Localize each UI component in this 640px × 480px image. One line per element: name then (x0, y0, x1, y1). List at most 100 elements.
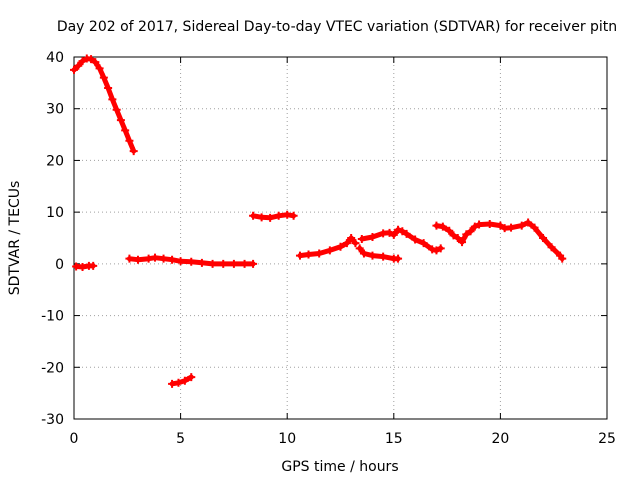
y-tick-label: 0 (55, 257, 64, 273)
data-point (180, 376, 189, 385)
data-point (453, 234, 462, 242)
data-point (394, 254, 403, 263)
data-point (95, 64, 104, 73)
data-point (379, 252, 388, 261)
data-point (419, 239, 428, 248)
data-point (197, 258, 206, 267)
data-point (432, 221, 441, 230)
series-seg8 (359, 227, 444, 253)
data-point (187, 373, 196, 382)
y-tick-label: 30 (46, 102, 64, 118)
data-point (449, 231, 458, 240)
data-point (351, 239, 360, 248)
data-point (257, 213, 266, 222)
data-point (517, 221, 526, 230)
data-point (249, 259, 258, 268)
data-point (558, 254, 567, 263)
data-point (336, 242, 345, 251)
chart-title: Day 202 of 2017, Sidereal Day-to-day VTE… (57, 19, 617, 35)
data-point (121, 126, 130, 135)
data-point (74, 61, 83, 70)
data-point (78, 57, 87, 66)
data-point (462, 230, 471, 239)
data-series (70, 54, 567, 388)
data-point (168, 255, 177, 264)
x-tick-label: 20 (491, 431, 509, 447)
y-tick-label: 20 (46, 153, 64, 169)
data-point (151, 253, 160, 262)
data-point (475, 220, 484, 229)
data-point (116, 116, 125, 125)
x-tick-label: 0 (70, 431, 79, 447)
data-point (389, 230, 398, 239)
y-axis-ticks: -30 -20 -10 0 10 20 30 40 (41, 50, 607, 428)
data-point (112, 105, 121, 114)
y-tick-label: 10 (46, 205, 64, 221)
data-point (359, 249, 368, 258)
x-tick-label: 5 (176, 431, 185, 447)
y-tick-label: 40 (46, 50, 64, 66)
data-point (129, 147, 138, 156)
data-point (355, 244, 364, 253)
x-axis-ticks: 0 5 10 15 20 25 (70, 57, 616, 447)
data-point (125, 136, 134, 145)
data-point (428, 245, 437, 254)
data-point (289, 211, 298, 220)
data-point (524, 218, 533, 227)
data-point (436, 244, 445, 253)
data-point (240, 259, 249, 268)
data-point (530, 223, 539, 232)
data-point (547, 243, 556, 252)
data-point (133, 255, 142, 264)
data-point (274, 211, 283, 220)
data-point (432, 246, 441, 255)
data-point (385, 228, 394, 237)
data-point (485, 220, 494, 229)
x-tick-label: 10 (278, 431, 296, 447)
data-point (91, 58, 100, 67)
data-point (266, 213, 275, 222)
data-point (325, 246, 334, 255)
data-point (168, 379, 177, 388)
data-point (89, 261, 98, 270)
y-tick-label: -30 (41, 412, 64, 428)
data-point (125, 254, 134, 263)
data-point (219, 259, 228, 268)
data-point (315, 249, 324, 258)
plot-frame (73, 56, 608, 420)
data-point (458, 238, 467, 247)
data-point (283, 210, 292, 219)
data-point (144, 254, 153, 263)
grid-lines (74, 57, 607, 419)
data-point (398, 227, 407, 236)
data-point (357, 235, 366, 244)
data-point (347, 234, 356, 242)
y-tick-label: -20 (41, 360, 64, 376)
data-point (438, 222, 447, 231)
data-point (445, 226, 454, 235)
data-point (295, 251, 304, 260)
data-point (249, 211, 258, 220)
series-seg1 (71, 56, 137, 154)
data-point (368, 232, 377, 241)
data-point (187, 257, 196, 266)
data-point (229, 259, 238, 268)
data-point (411, 235, 420, 244)
data-point (394, 225, 403, 234)
data-point (466, 227, 475, 236)
data-point (87, 55, 96, 64)
data-point (174, 378, 183, 387)
data-point (496, 221, 505, 230)
data-point (402, 229, 411, 238)
y-axis-label: SDTVAR / TECUs (7, 181, 23, 296)
x-axis-label: GPS time / hours (281, 459, 398, 475)
data-point (159, 254, 168, 263)
data-point (99, 73, 108, 82)
data-point (507, 223, 516, 232)
x-tick-label: 25 (598, 431, 616, 447)
data-point (70, 65, 78, 74)
data-point (108, 95, 117, 104)
data-point (208, 259, 217, 268)
data-point (539, 234, 548, 242)
